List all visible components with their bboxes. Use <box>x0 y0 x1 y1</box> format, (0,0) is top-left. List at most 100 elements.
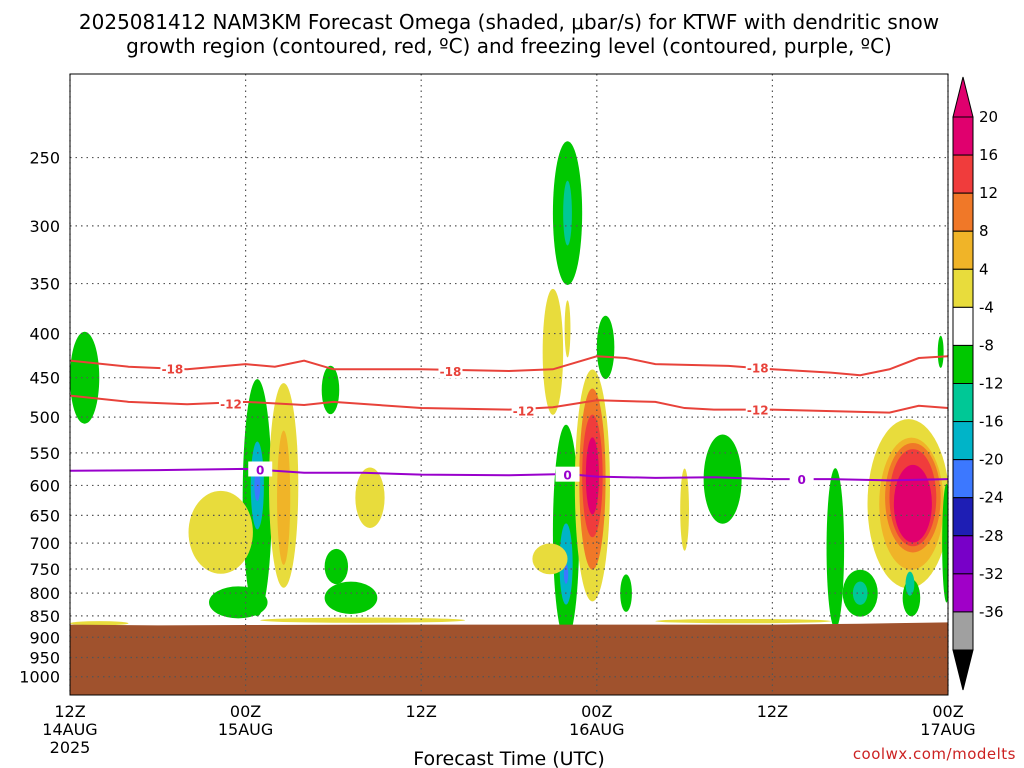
time-tick-label: 12Z <box>757 702 788 721</box>
omega-region <box>70 331 100 424</box>
chart-title-line2: growth region (contoured, red, ºC) and f… <box>126 34 892 58</box>
colorbar-label: -4 <box>979 298 994 316</box>
contour-label-bg <box>160 360 185 376</box>
colorbar-label: -24 <box>979 489 1004 507</box>
colorbar-bin <box>952 573 974 613</box>
pressure-axis: 250 300 350 400 450 500 550 600 650 700 750 800 850 9… <box>19 149 60 687</box>
colorbar-label: -12 <box>979 375 1004 393</box>
colorbar-bin <box>952 535 974 575</box>
grid-lines <box>69 74 949 695</box>
omega-region <box>680 468 689 551</box>
omega-region <box>703 434 742 524</box>
omega-region <box>324 581 378 615</box>
contour-label: 0 <box>563 469 571 483</box>
time-tick-label: 00Z <box>581 702 612 721</box>
colorbar-bin <box>952 421 974 461</box>
omega-region <box>324 548 349 585</box>
omega-region <box>564 300 571 358</box>
colorbar-bin <box>952 268 974 308</box>
pressure-tick-label: 650 <box>29 506 60 525</box>
colorbar-label: 20 <box>979 108 998 126</box>
colorbar-bin <box>952 611 974 651</box>
pressure-tick-label: 350 <box>29 275 60 294</box>
omega-region <box>905 571 915 596</box>
omega-region <box>260 617 466 623</box>
contour-label: 0 <box>797 473 805 487</box>
colorbar-bin <box>952 116 974 156</box>
pressure-tick-label: 550 <box>29 444 60 463</box>
omega-region <box>937 335 944 368</box>
pressure-tick-label: 750 <box>29 560 60 579</box>
time-tick-label: 15AUG <box>218 720 273 739</box>
colorbar-label: 8 <box>979 222 989 240</box>
pressure-tick-label: 250 <box>29 149 60 168</box>
omega-region <box>209 586 268 619</box>
colorbar-bin <box>952 192 974 232</box>
omega-region <box>655 618 831 624</box>
contour-label-bg <box>218 395 243 411</box>
colorbar-bottom-arrow <box>952 649 974 691</box>
contour-label: -18 <box>162 362 184 376</box>
colorbar-label: -8 <box>979 336 994 354</box>
time-tick-label: 16AUG <box>569 720 624 739</box>
omega-region <box>542 288 564 415</box>
time-tick-label: 12Z <box>54 702 85 721</box>
pressure-tick-label: 850 <box>29 607 60 626</box>
contour-label: -18 <box>747 362 769 376</box>
contour-label-bg <box>511 402 536 418</box>
colorbar-label: -28 <box>979 527 1004 545</box>
colorbar-bin <box>952 306 974 346</box>
colorbar-label: -36 <box>979 603 1004 621</box>
colorbar-label: -16 <box>979 413 1004 431</box>
colorbar-bin <box>952 459 974 499</box>
colorbar-label: 4 <box>979 260 989 278</box>
temperature-contours: -18 -18 -18 -12 -12 -12 0 0 0 <box>70 355 948 487</box>
omega-region <box>563 180 572 246</box>
omega-region <box>596 315 615 380</box>
colorbar-label: 16 <box>979 146 998 164</box>
colorbar-label: 12 <box>979 184 998 202</box>
contour-label: -12 <box>220 397 242 411</box>
omega-region <box>852 581 868 605</box>
time-tick-label: 00Z <box>932 702 963 721</box>
contour-label-bg <box>745 401 770 417</box>
time-tick-label: 14AUG <box>42 720 97 739</box>
colorbar-top-arrow <box>952 76 974 118</box>
pressure-tick-label: 800 <box>29 584 60 603</box>
plot-frame <box>69 73 949 696</box>
contour-line <box>70 394 948 414</box>
x-axis-label: Forecast Time (UTC) <box>413 748 604 768</box>
terrain-below-ground <box>70 622 948 695</box>
contour-label-bg <box>745 359 770 375</box>
colorbar-bin <box>952 497 974 537</box>
contour-line <box>70 467 948 482</box>
colorbar-bin <box>952 344 974 384</box>
omega-colorbar: 20 16 12 8 4 -4 -8 -12 -16 -20 -24 -28 -32 -36 <box>952 76 1004 691</box>
omega-region <box>942 483 948 603</box>
omega-region <box>532 543 568 575</box>
pressure-tick-label: 700 <box>29 534 60 553</box>
plot-area <box>70 141 948 695</box>
omega-region <box>563 564 569 584</box>
chart-title-line1: 2025081412 NAM3KM Forecast Omega (shaded… <box>79 10 939 34</box>
contour-label: -18 <box>440 365 462 379</box>
contour-label-bg <box>438 362 463 378</box>
colorbar-label: -32 <box>979 565 1004 583</box>
time-tick-label: 00Z <box>230 702 261 721</box>
time-tick-label: 17AUG <box>920 720 975 739</box>
omega-region <box>277 430 291 565</box>
pressure-tick-label: 950 <box>29 649 60 668</box>
contour-line <box>70 355 948 377</box>
omega-region <box>321 365 340 415</box>
contour-label-bg <box>248 461 273 477</box>
pressure-tick-label: 900 <box>29 628 60 647</box>
time-tick-label: 12Z <box>406 702 437 721</box>
omega-region <box>188 490 253 574</box>
contour-label-bg <box>555 466 580 482</box>
pressure-tick-label: 400 <box>29 325 60 344</box>
pressure-tick-label: 500 <box>29 408 60 427</box>
source-credit: coolwx.com/modelts <box>853 745 1016 763</box>
contour-label-bg <box>789 471 814 487</box>
contour-label: -12 <box>513 404 535 418</box>
